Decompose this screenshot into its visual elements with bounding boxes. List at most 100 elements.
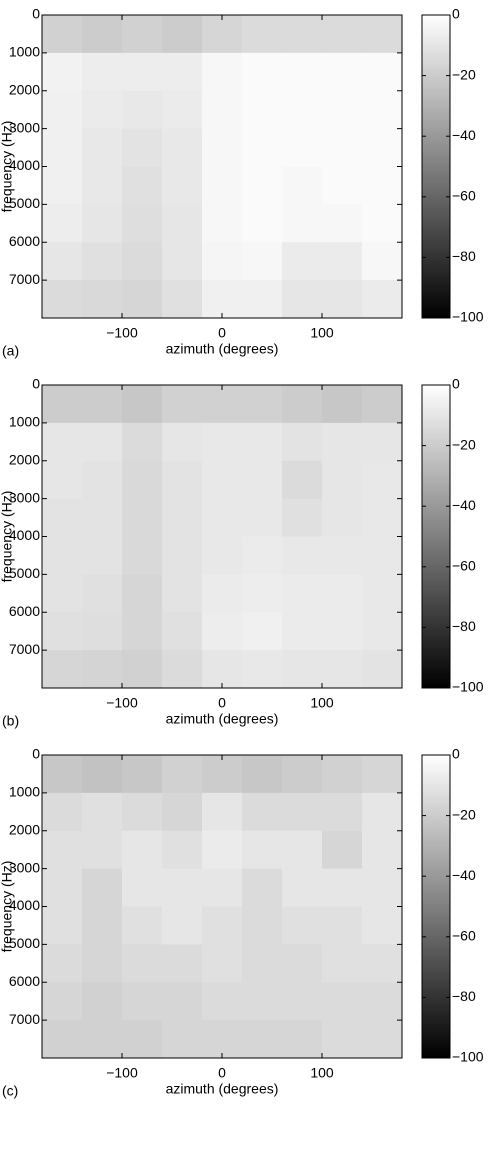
y-tick-label: 0 — [32, 376, 40, 392]
heat-cell — [242, 536, 283, 575]
heat-cell — [202, 166, 243, 205]
y-tick-label: 1000 — [9, 44, 40, 60]
heat-cell — [362, 536, 403, 575]
heat-cell — [42, 498, 83, 537]
colorbar-tick-label: −60 — [452, 558, 476, 574]
x-tick-label: −100 — [106, 1065, 138, 1081]
heat-cell — [362, 90, 403, 130]
heat-cell — [322, 385, 363, 424]
heat-cell — [322, 166, 363, 205]
y-tick-label: 5000 — [9, 565, 40, 581]
heat-cell — [122, 280, 163, 319]
heat-cell — [82, 422, 123, 462]
heat-cell — [322, 906, 363, 945]
heat-cell — [162, 1020, 203, 1059]
heat-cell — [282, 868, 323, 907]
heat-cell — [202, 385, 243, 424]
panel-label: (b) — [2, 713, 19, 729]
heat-cell — [362, 830, 403, 870]
y-tick-label: 4000 — [9, 157, 40, 173]
heat-cell — [282, 498, 323, 537]
y-tick-label: 1000 — [9, 414, 40, 430]
colorbar — [421, 754, 451, 1059]
x-tick-label: −100 — [106, 695, 138, 711]
heat-cell — [82, 52, 123, 92]
heat-cell — [242, 498, 283, 537]
y-tick-label: 6000 — [9, 603, 40, 619]
heat-cell — [42, 422, 83, 462]
heat-cell — [362, 944, 403, 983]
heat-cell — [122, 868, 163, 907]
heat-cell — [282, 755, 323, 794]
heat-cell — [162, 166, 203, 205]
heat-cell — [242, 755, 283, 794]
x-tick-label: 0 — [218, 695, 226, 711]
heat-cell — [82, 128, 123, 167]
heat-cell — [122, 460, 163, 500]
heat-cell — [162, 612, 203, 651]
heat-cell — [202, 792, 243, 832]
heat-cell — [282, 52, 323, 92]
heat-cell — [202, 15, 243, 54]
heat-cell — [82, 755, 123, 794]
heat-cell — [322, 944, 363, 983]
heat-cell — [122, 1020, 163, 1059]
heat-cell — [362, 385, 403, 424]
heat-cell — [282, 128, 323, 167]
heat-cell — [282, 385, 323, 424]
y-tick-label: 2000 — [9, 451, 40, 467]
colorbar-tick-label: −20 — [452, 66, 476, 82]
heat-cell — [202, 52, 243, 92]
heat-cell — [282, 422, 323, 462]
heat-cell — [162, 755, 203, 794]
heat-cell — [242, 830, 283, 870]
heat-cell — [322, 868, 363, 907]
heat-cell — [202, 574, 243, 613]
y-tick-label: 2000 — [9, 821, 40, 837]
heat-cell — [282, 15, 323, 54]
heat-cell — [282, 574, 323, 613]
heat-cell — [322, 280, 363, 319]
heat-cell — [122, 242, 163, 281]
heat-cell — [42, 755, 83, 794]
heat-cell — [322, 90, 363, 130]
heat-cell — [162, 536, 203, 575]
heat-cell — [242, 422, 283, 462]
heat-cell — [42, 982, 83, 1021]
heat-cell — [362, 422, 403, 462]
heat-cell — [242, 982, 283, 1021]
heat-cell — [82, 166, 123, 205]
heat-cell — [42, 574, 83, 613]
heat-cell — [362, 906, 403, 945]
heat-cell — [282, 280, 323, 319]
heat-cell — [202, 868, 243, 907]
heat-cell — [322, 1020, 363, 1059]
heat-cell — [322, 536, 363, 575]
heat-cell — [82, 868, 123, 907]
heat-cell — [122, 422, 163, 462]
heat-cell — [282, 204, 323, 243]
heat-cell — [322, 128, 363, 167]
heat-cell — [322, 204, 363, 243]
heat-cell — [202, 422, 243, 462]
y-tick-label: 6000 — [9, 973, 40, 989]
heat-cell — [202, 906, 243, 945]
panel-label: (a) — [2, 343, 19, 359]
heat-cell — [242, 128, 283, 167]
heat-cell — [242, 944, 283, 983]
y-tick-label: 0 — [32, 6, 40, 22]
heat-cell — [122, 982, 163, 1021]
heat-cell — [82, 650, 123, 689]
heat-cell — [202, 830, 243, 870]
x-tick-label: 100 — [310, 695, 334, 711]
heat-cell — [322, 574, 363, 613]
colorbar-tick-label: −40 — [452, 867, 476, 883]
heat-cell — [282, 830, 323, 870]
heat-cell — [162, 982, 203, 1021]
heat-cell — [42, 536, 83, 575]
heat-cell — [242, 868, 283, 907]
heat-cell — [162, 868, 203, 907]
heat-cell — [362, 242, 403, 281]
heat-cell — [202, 755, 243, 794]
heat-cell — [242, 242, 283, 281]
